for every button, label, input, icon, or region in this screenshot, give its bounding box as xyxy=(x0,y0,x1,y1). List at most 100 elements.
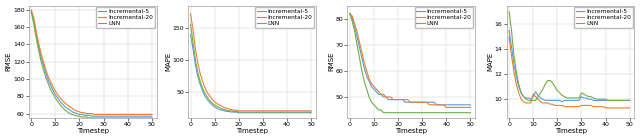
Incremental-5 xyxy=(544,100,552,101)
Incremental-20 xyxy=(54,94,61,95)
Incremental-20 xyxy=(90,114,98,115)
Y-axis label: RMSE: RMSE xyxy=(328,52,334,72)
Line: Incremental-5: Incremental-5 xyxy=(350,13,470,105)
LNN xyxy=(235,111,243,113)
Line: Incremental-20: Incremental-20 xyxy=(31,10,152,114)
LNN xyxy=(546,80,554,81)
Incremental-5 xyxy=(626,100,634,101)
Line: Incremental-20: Incremental-20 xyxy=(350,13,470,107)
Incremental-5 xyxy=(467,104,474,106)
Line: LNN: LNN xyxy=(31,12,152,118)
Y-axis label: MAPE: MAPE xyxy=(165,52,171,71)
LNN xyxy=(269,111,276,113)
LNN xyxy=(464,112,472,114)
Incremental-5 xyxy=(116,115,124,117)
Incremental-20 xyxy=(505,36,513,38)
Incremental-20 xyxy=(626,107,634,109)
Incremental-20 xyxy=(585,105,593,106)
Line: Incremental-5: Incremental-5 xyxy=(191,34,311,113)
Line: Incremental-20: Incremental-20 xyxy=(509,37,630,108)
Incremental-20 xyxy=(28,9,35,11)
Incremental-20 xyxy=(145,114,153,115)
Incremental-5 xyxy=(235,112,243,114)
X-axis label: Timestep: Timestep xyxy=(236,128,268,134)
Incremental-5 xyxy=(66,109,74,111)
Incremental-5 xyxy=(213,107,221,109)
LNN xyxy=(385,112,392,114)
X-axis label: Timestep: Timestep xyxy=(555,128,587,134)
Incremental-5 xyxy=(595,100,602,101)
LNN xyxy=(305,111,312,113)
Incremental-20 xyxy=(442,107,450,108)
Incremental-20 xyxy=(426,104,433,106)
Incremental-5 xyxy=(433,104,440,106)
Incremental-5 xyxy=(28,10,35,12)
LNN xyxy=(435,112,443,114)
LNN xyxy=(213,106,221,107)
Incremental-20 xyxy=(213,103,221,105)
Legend: Incremental-5, Incremental-20, LNN: Incremental-5, Incremental-20, LNN xyxy=(96,7,155,28)
LNN xyxy=(276,111,284,113)
LNN xyxy=(346,13,354,14)
X-axis label: Timestep: Timestep xyxy=(77,128,109,134)
Incremental-5 xyxy=(225,111,233,112)
Incremental-5 xyxy=(145,115,153,117)
LNN xyxy=(544,80,552,81)
LNN xyxy=(380,112,387,114)
Incremental-5 xyxy=(382,96,390,98)
Incremental-5 xyxy=(63,108,71,109)
LNN xyxy=(109,117,117,119)
LNN xyxy=(588,96,595,98)
Incremental-20 xyxy=(225,108,233,110)
Incremental-20 xyxy=(372,88,380,90)
Incremental-20 xyxy=(269,110,276,112)
LNN xyxy=(63,111,71,113)
Incremental-20 xyxy=(385,96,392,98)
LNN xyxy=(387,112,395,114)
Incremental-20 xyxy=(464,107,472,108)
Incremental-5 xyxy=(346,13,354,14)
LNN xyxy=(28,11,35,12)
Incremental-5 xyxy=(385,99,392,100)
Incremental-20 xyxy=(541,102,549,104)
LNN xyxy=(66,113,74,114)
Line: Incremental-5: Incremental-5 xyxy=(31,11,152,116)
Incremental-5 xyxy=(307,112,315,114)
Incremental-20 xyxy=(187,13,195,15)
Incremental-20 xyxy=(305,110,312,112)
Incremental-5 xyxy=(532,91,540,93)
Incremental-5 xyxy=(269,112,276,114)
LNN xyxy=(595,98,602,100)
Incremental-5 xyxy=(541,100,549,101)
LNN xyxy=(428,112,436,114)
Incremental-20 xyxy=(346,13,354,14)
LNN xyxy=(116,117,124,119)
Incremental-5 xyxy=(505,30,513,31)
Incremental-5 xyxy=(54,97,61,99)
Incremental-5 xyxy=(109,115,117,117)
Incremental-5 xyxy=(372,91,380,93)
Y-axis label: MAPE: MAPE xyxy=(487,52,493,71)
Line: Incremental-5: Incremental-5 xyxy=(509,31,630,102)
Legend: Incremental-5, Incremental-20, LNN: Incremental-5, Incremental-20, LNN xyxy=(415,7,474,28)
Incremental-5 xyxy=(435,104,443,106)
Incremental-20 xyxy=(467,107,474,108)
LNN xyxy=(372,107,380,108)
Incremental-20 xyxy=(276,110,284,112)
LNN xyxy=(525,100,532,101)
Incremental-5 xyxy=(148,115,156,117)
Incremental-20 xyxy=(63,104,71,106)
LNN xyxy=(467,112,474,114)
LNN xyxy=(148,117,156,119)
Incremental-5 xyxy=(464,104,472,106)
Incremental-20 xyxy=(148,114,156,115)
Incremental-20 xyxy=(66,106,74,108)
Incremental-5 xyxy=(426,101,433,103)
Line: Incremental-20: Incremental-20 xyxy=(191,14,311,111)
Incremental-5 xyxy=(558,101,566,102)
LNN xyxy=(225,110,233,112)
Legend: Incremental-5, Incremental-20, LNN: Incremental-5, Incremental-20, LNN xyxy=(574,7,633,28)
Incremental-20 xyxy=(623,107,631,109)
LNN xyxy=(187,23,195,25)
LNN xyxy=(623,100,631,101)
